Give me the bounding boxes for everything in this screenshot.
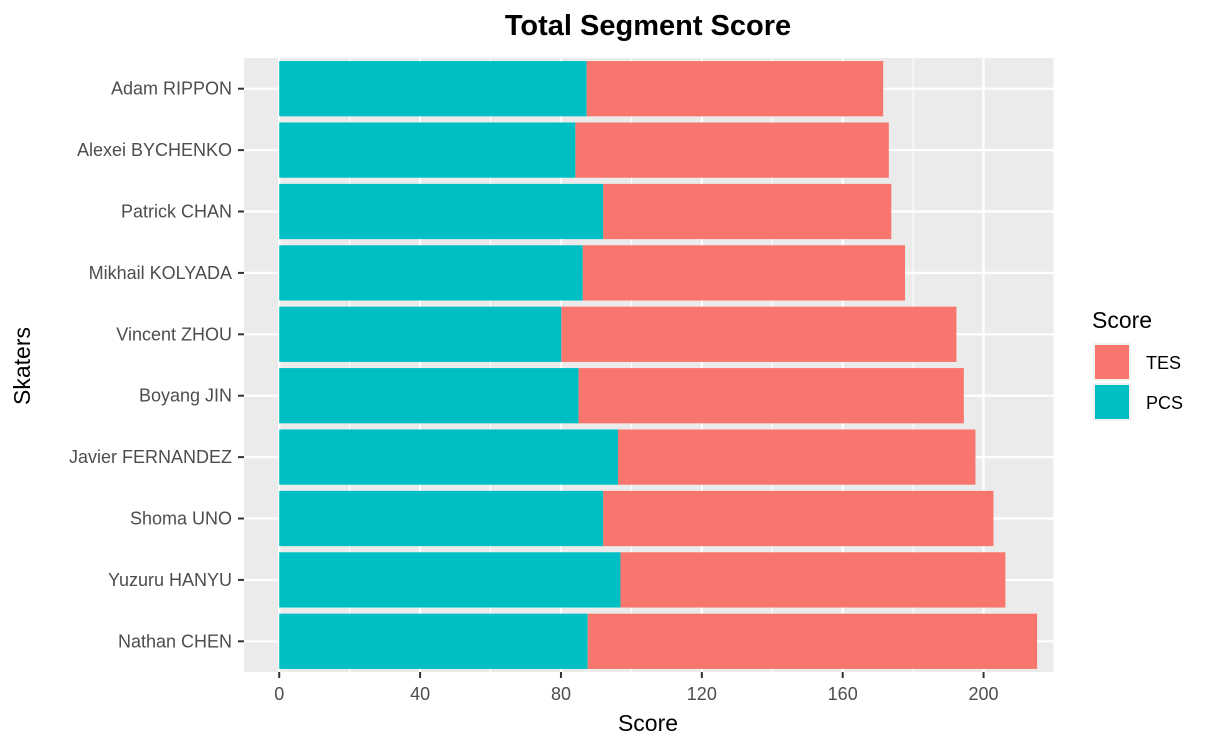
y-tick-label: Patrick CHAN (121, 202, 232, 222)
y-tick-label: Yuzuru HANYU (108, 570, 232, 590)
legend-swatch-pcs (1095, 385, 1129, 419)
x-axis: 0 40 80 120 160 200 (274, 672, 999, 704)
bar-tes-shoma-uno (603, 490, 994, 547)
y-tick-label: Alexei BYCHENKO (77, 140, 232, 160)
bar-tes-patrick-chan (603, 183, 892, 240)
bar-tes-nathan-chen (587, 613, 1038, 669)
bar-tes-mikhail-kolyada (582, 245, 906, 301)
y-tick-label: Mikhail KOLYADA (89, 263, 232, 283)
x-tick-label: 80 (551, 684, 571, 704)
y-tick-label: Javier FERNANDEZ (69, 447, 232, 467)
x-tick-label: 0 (274, 684, 284, 704)
legend-label-tes: TES (1146, 353, 1181, 373)
bar-tes-javier-fernandez (618, 429, 976, 485)
bar-pcs-nathan-chen (279, 613, 588, 669)
x-axis-title: Score (618, 710, 678, 736)
bar-pcs-shoma-uno (279, 490, 604, 547)
bar-pcs-yuzuru-hanyu (279, 552, 621, 608)
bar-tes-boyang-jin (578, 368, 964, 424)
bar-tes-alexei-bychenko (575, 122, 889, 178)
chart-title: Total Segment Score (505, 10, 791, 42)
bar-pcs-javier-fernandez (279, 429, 619, 485)
y-axis-title: Skaters (9, 327, 35, 405)
y-axis: Adam RIPPON Alexei BYCHENKO Patrick CHAN Mi… (69, 79, 244, 651)
y-tick-label: Shoma UNO (130, 509, 232, 529)
bar-pcs-vincent-zhou (279, 306, 562, 362)
bars-group (279, 61, 1038, 669)
y-tick-label: Adam RIPPON (111, 79, 232, 99)
x-tick-label: 200 (969, 684, 999, 704)
legend: Score TES PCS (1092, 307, 1183, 421)
bar-tes-yuzuru-hanyu (620, 552, 1006, 608)
x-tick-label: 40 (410, 684, 430, 704)
bar-tes-adam-rippon (586, 61, 884, 117)
legend-swatch-tes (1095, 345, 1129, 379)
x-tick-label: 160 (828, 684, 858, 704)
y-tick-label: Vincent ZHOU (116, 324, 232, 344)
legend-title: Score (1092, 307, 1152, 333)
bar-pcs-adam-rippon (279, 61, 587, 117)
bar-tes-vincent-zhou (561, 306, 957, 362)
legend-label-pcs: PCS (1146, 393, 1183, 413)
bar-pcs-boyang-jin (279, 368, 579, 424)
bar-pcs-mikhail-kolyada (279, 245, 583, 301)
x-tick-label: 120 (687, 684, 717, 704)
bar-pcs-patrick-chan (279, 183, 604, 240)
y-tick-label: Boyang JIN (139, 386, 232, 406)
bar-pcs-alexei-bychenko (279, 122, 576, 178)
y-tick-label: Nathan CHEN (118, 631, 232, 651)
